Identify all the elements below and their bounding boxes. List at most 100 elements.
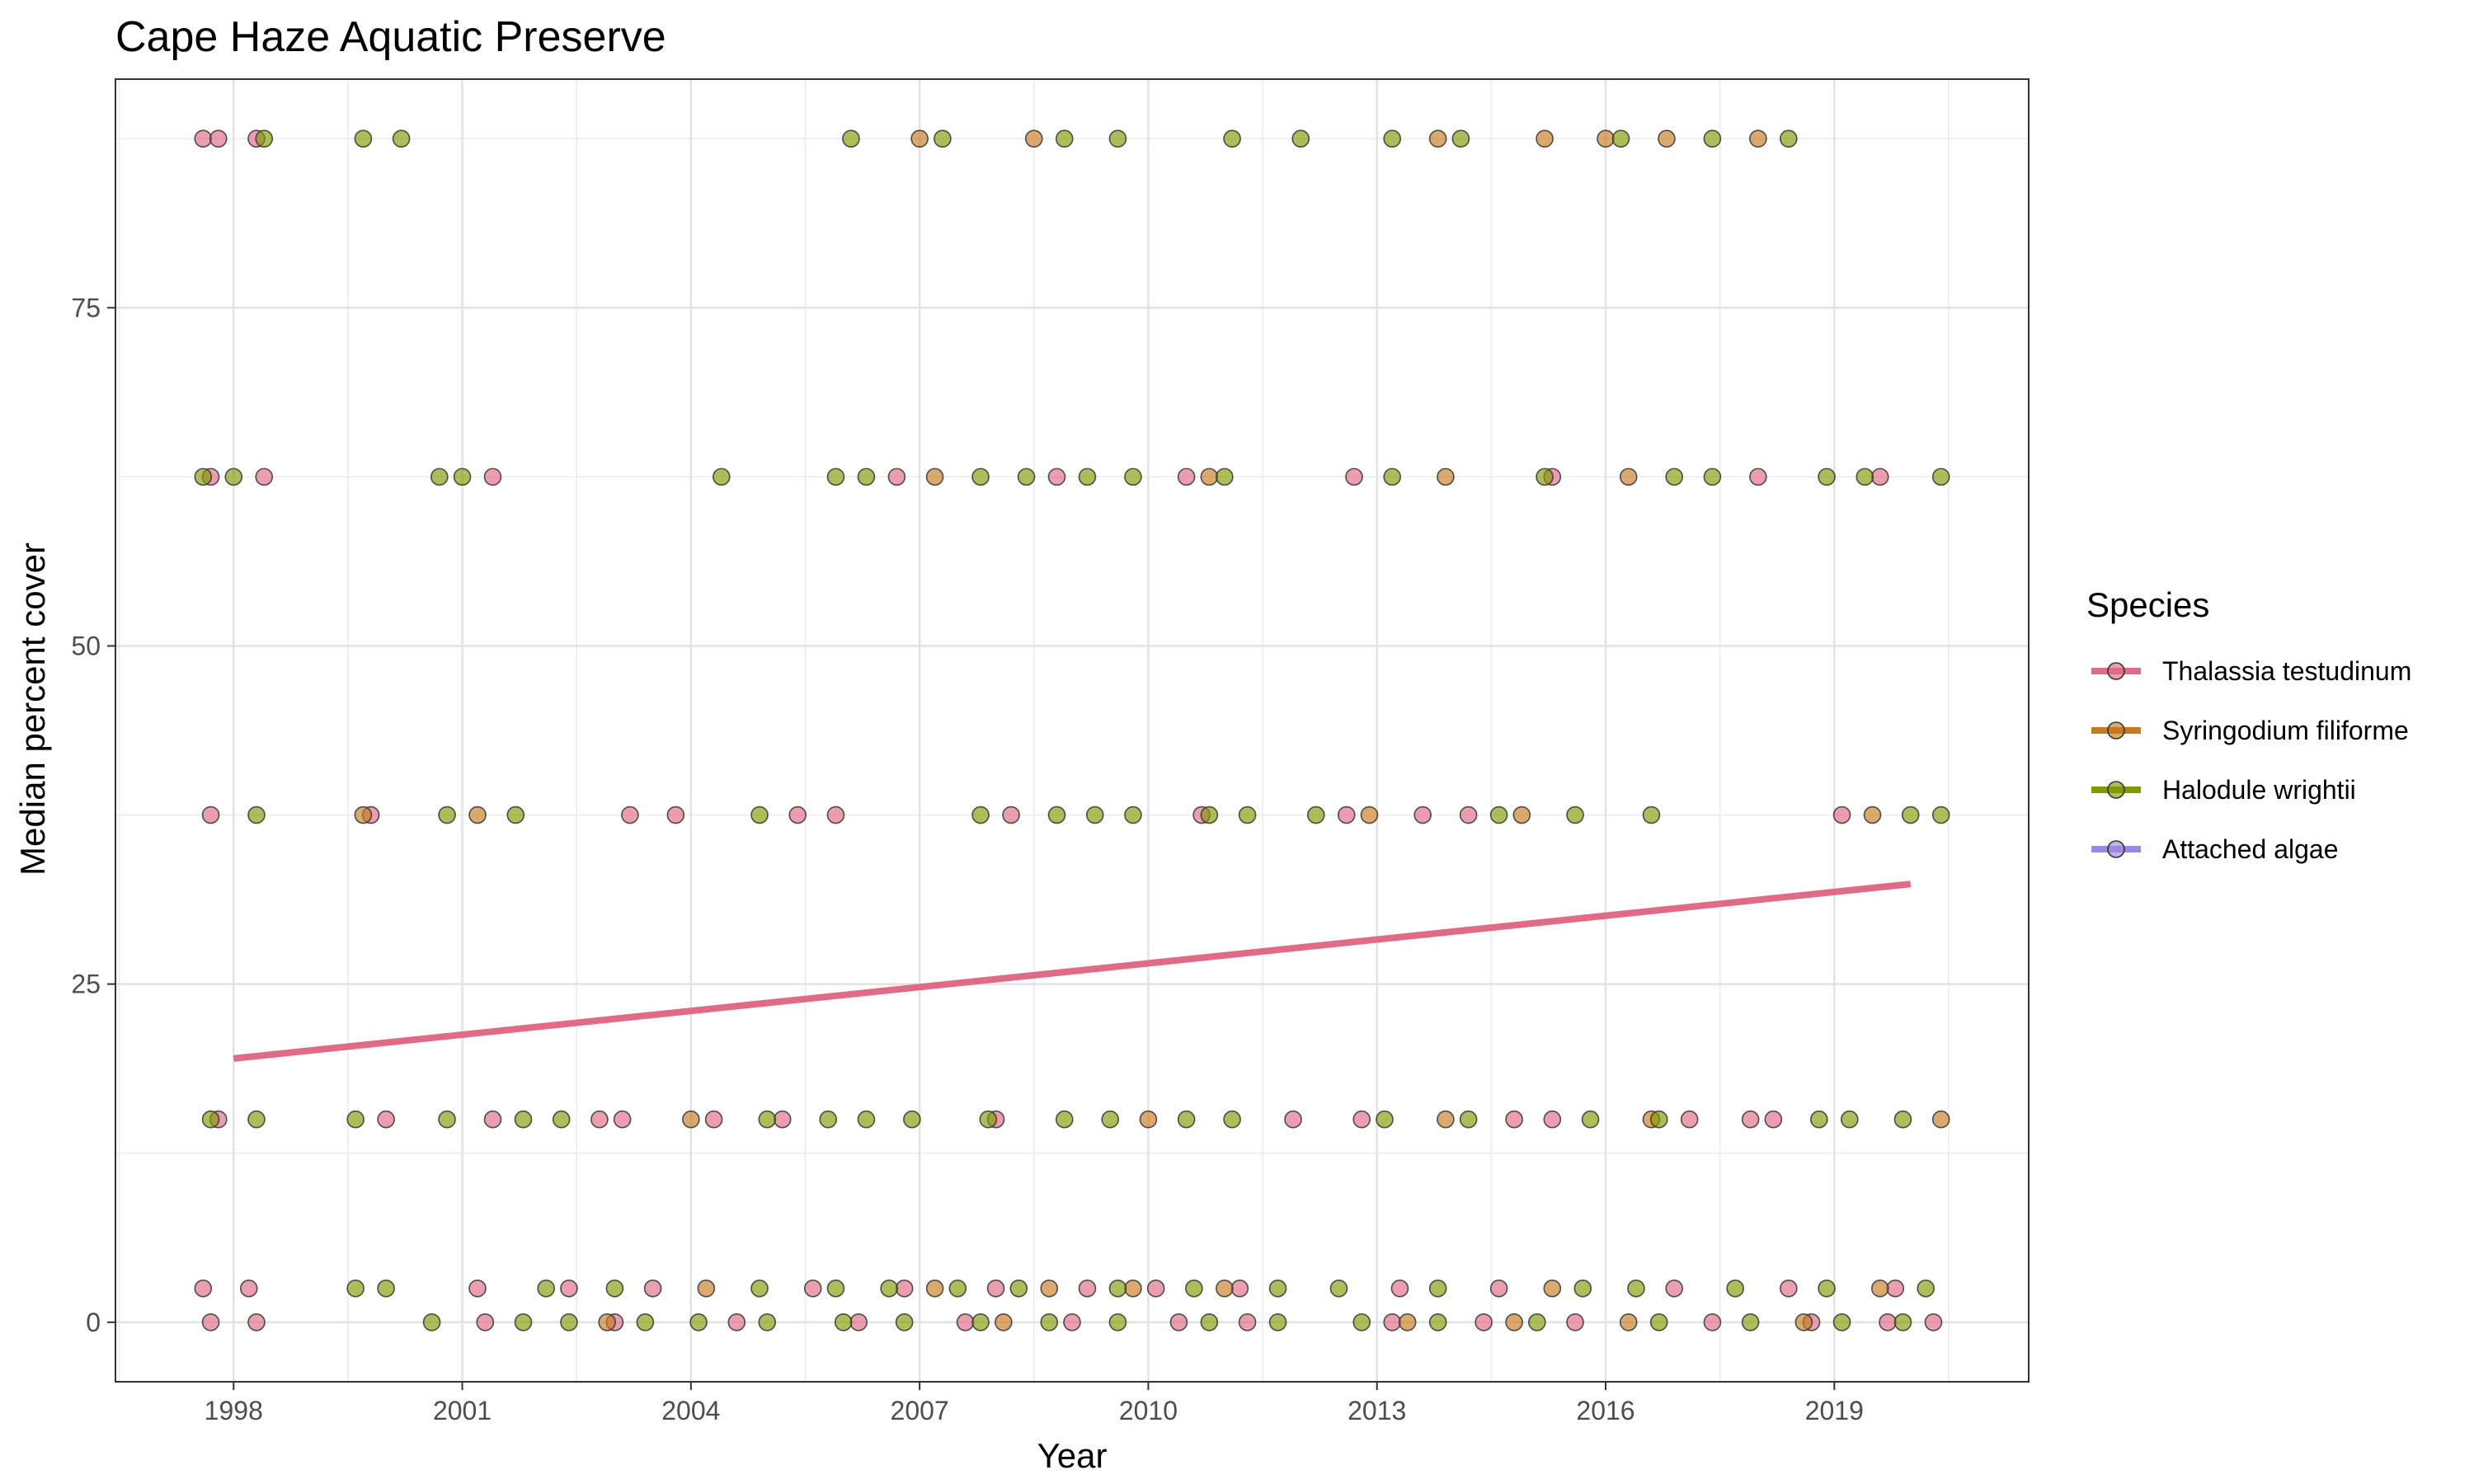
data-point: [1177, 1110, 1196, 1129]
data-point: [636, 1313, 655, 1331]
y-axis-title: Median percent cover: [13, 542, 52, 876]
legend-label: Syringodium filiforme: [2162, 716, 2409, 745]
data-point: [826, 805, 845, 824]
data-point: [925, 467, 944, 486]
legend-label: Attached algae: [2162, 834, 2339, 864]
data-point: [194, 1279, 213, 1298]
data-point: [1832, 805, 1851, 824]
data-point: [934, 129, 952, 148]
data-point: [552, 1110, 571, 1129]
data-point: [1268, 1279, 1287, 1298]
data-point: [1177, 467, 1196, 486]
data-point: [247, 1313, 266, 1331]
data-point: [887, 467, 906, 486]
data-point: [1611, 129, 1630, 148]
data-point: [1931, 1110, 1950, 1129]
data-point: [1780, 129, 1798, 148]
data-point: [1649, 1313, 1668, 1331]
data-point: [621, 805, 639, 824]
data-point: [1749, 129, 1767, 148]
data-point: [354, 805, 373, 824]
data-point: [826, 467, 845, 486]
data-point: [1573, 1279, 1592, 1298]
data-point: [986, 1279, 1005, 1298]
x-tick-label: 2007: [891, 1396, 949, 1425]
data-point: [468, 1279, 487, 1298]
data-point: [537, 1279, 556, 1298]
data-point: [834, 1313, 853, 1331]
data-point: [354, 129, 373, 148]
y-tick-label: 50: [71, 631, 101, 660]
data-point: [750, 805, 769, 824]
data-point: [971, 805, 990, 824]
data-point: [1047, 467, 1066, 486]
data-point: [1306, 805, 1325, 824]
data-point: [1398, 1313, 1417, 1331]
data-point: [590, 1110, 609, 1129]
data-point: [1078, 467, 1097, 486]
data-point: [239, 1279, 258, 1298]
data-points: [194, 129, 1950, 1331]
legend-entry: Thalassia testudinum: [2091, 656, 2411, 686]
data-point: [1169, 1313, 1188, 1331]
data-point: [948, 1279, 967, 1298]
data-point: [1818, 1279, 1836, 1298]
data-point: [1749, 467, 1767, 486]
data-point: [727, 1313, 746, 1331]
data-point: [1840, 1110, 1859, 1129]
data-point: [1505, 1110, 1523, 1129]
data-point: [857, 467, 876, 486]
y-axis: 0 25 50 75: [71, 293, 115, 1337]
legend-entries: Thalassia testudinum Syringodium filiform…: [2091, 656, 2411, 864]
data-point: [201, 805, 220, 824]
grid-lines: [115, 79, 2029, 1382]
data-point: [1108, 129, 1127, 148]
data-point: [1124, 1279, 1142, 1298]
data-point: [560, 1279, 578, 1298]
data-point: [422, 1313, 441, 1331]
data-point: [704, 1110, 723, 1129]
data-point: [1566, 805, 1584, 824]
data-point: [506, 805, 525, 824]
data-point: [758, 1110, 777, 1129]
data-point: [1291, 129, 1310, 148]
x-tick-label: 2004: [661, 1396, 720, 1425]
data-point: [1597, 129, 1615, 148]
data-point: [201, 1313, 220, 1331]
data-point: [1383, 129, 1402, 148]
data-point: [1078, 1279, 1097, 1298]
data-point: [1642, 805, 1661, 824]
data-point: [1146, 1279, 1165, 1298]
data-point: [1216, 1279, 1234, 1298]
data-point: [1040, 1313, 1059, 1331]
legend-key-point: [2107, 840, 2125, 858]
data-point: [1108, 1279, 1127, 1298]
x-axis-title: Year: [1037, 1436, 1108, 1475]
data-point: [1101, 1110, 1120, 1129]
data-point: [842, 129, 860, 148]
legend-entry: Halodule wrightii: [2091, 775, 2356, 805]
data-point: [194, 129, 213, 148]
x-tick-label: 2001: [433, 1396, 492, 1425]
trend-lines: [233, 881, 1912, 1062]
data-point: [1047, 805, 1066, 824]
plot-panel-border: [115, 78, 2030, 1383]
data-point: [682, 1110, 700, 1129]
data-point: [643, 1279, 662, 1298]
data-point: [438, 1110, 456, 1129]
data-point: [1505, 1313, 1523, 1331]
data-point: [346, 1279, 365, 1298]
y-tick-label: 75: [71, 293, 101, 322]
data-point: [1139, 1110, 1158, 1129]
data-point: [1200, 1313, 1219, 1331]
legend: Species Thalassia testudinum Syringodium …: [2086, 585, 2411, 864]
data-point: [560, 1313, 578, 1331]
data-point: [1238, 805, 1257, 824]
data-point: [826, 1279, 845, 1298]
legend-label: Thalassia testudinum: [2162, 656, 2411, 686]
legend-key-point: [2107, 781, 2125, 799]
data-point: [392, 129, 411, 148]
data-point: [1818, 467, 1836, 486]
data-point: [453, 467, 472, 486]
data-point: [925, 1279, 944, 1298]
